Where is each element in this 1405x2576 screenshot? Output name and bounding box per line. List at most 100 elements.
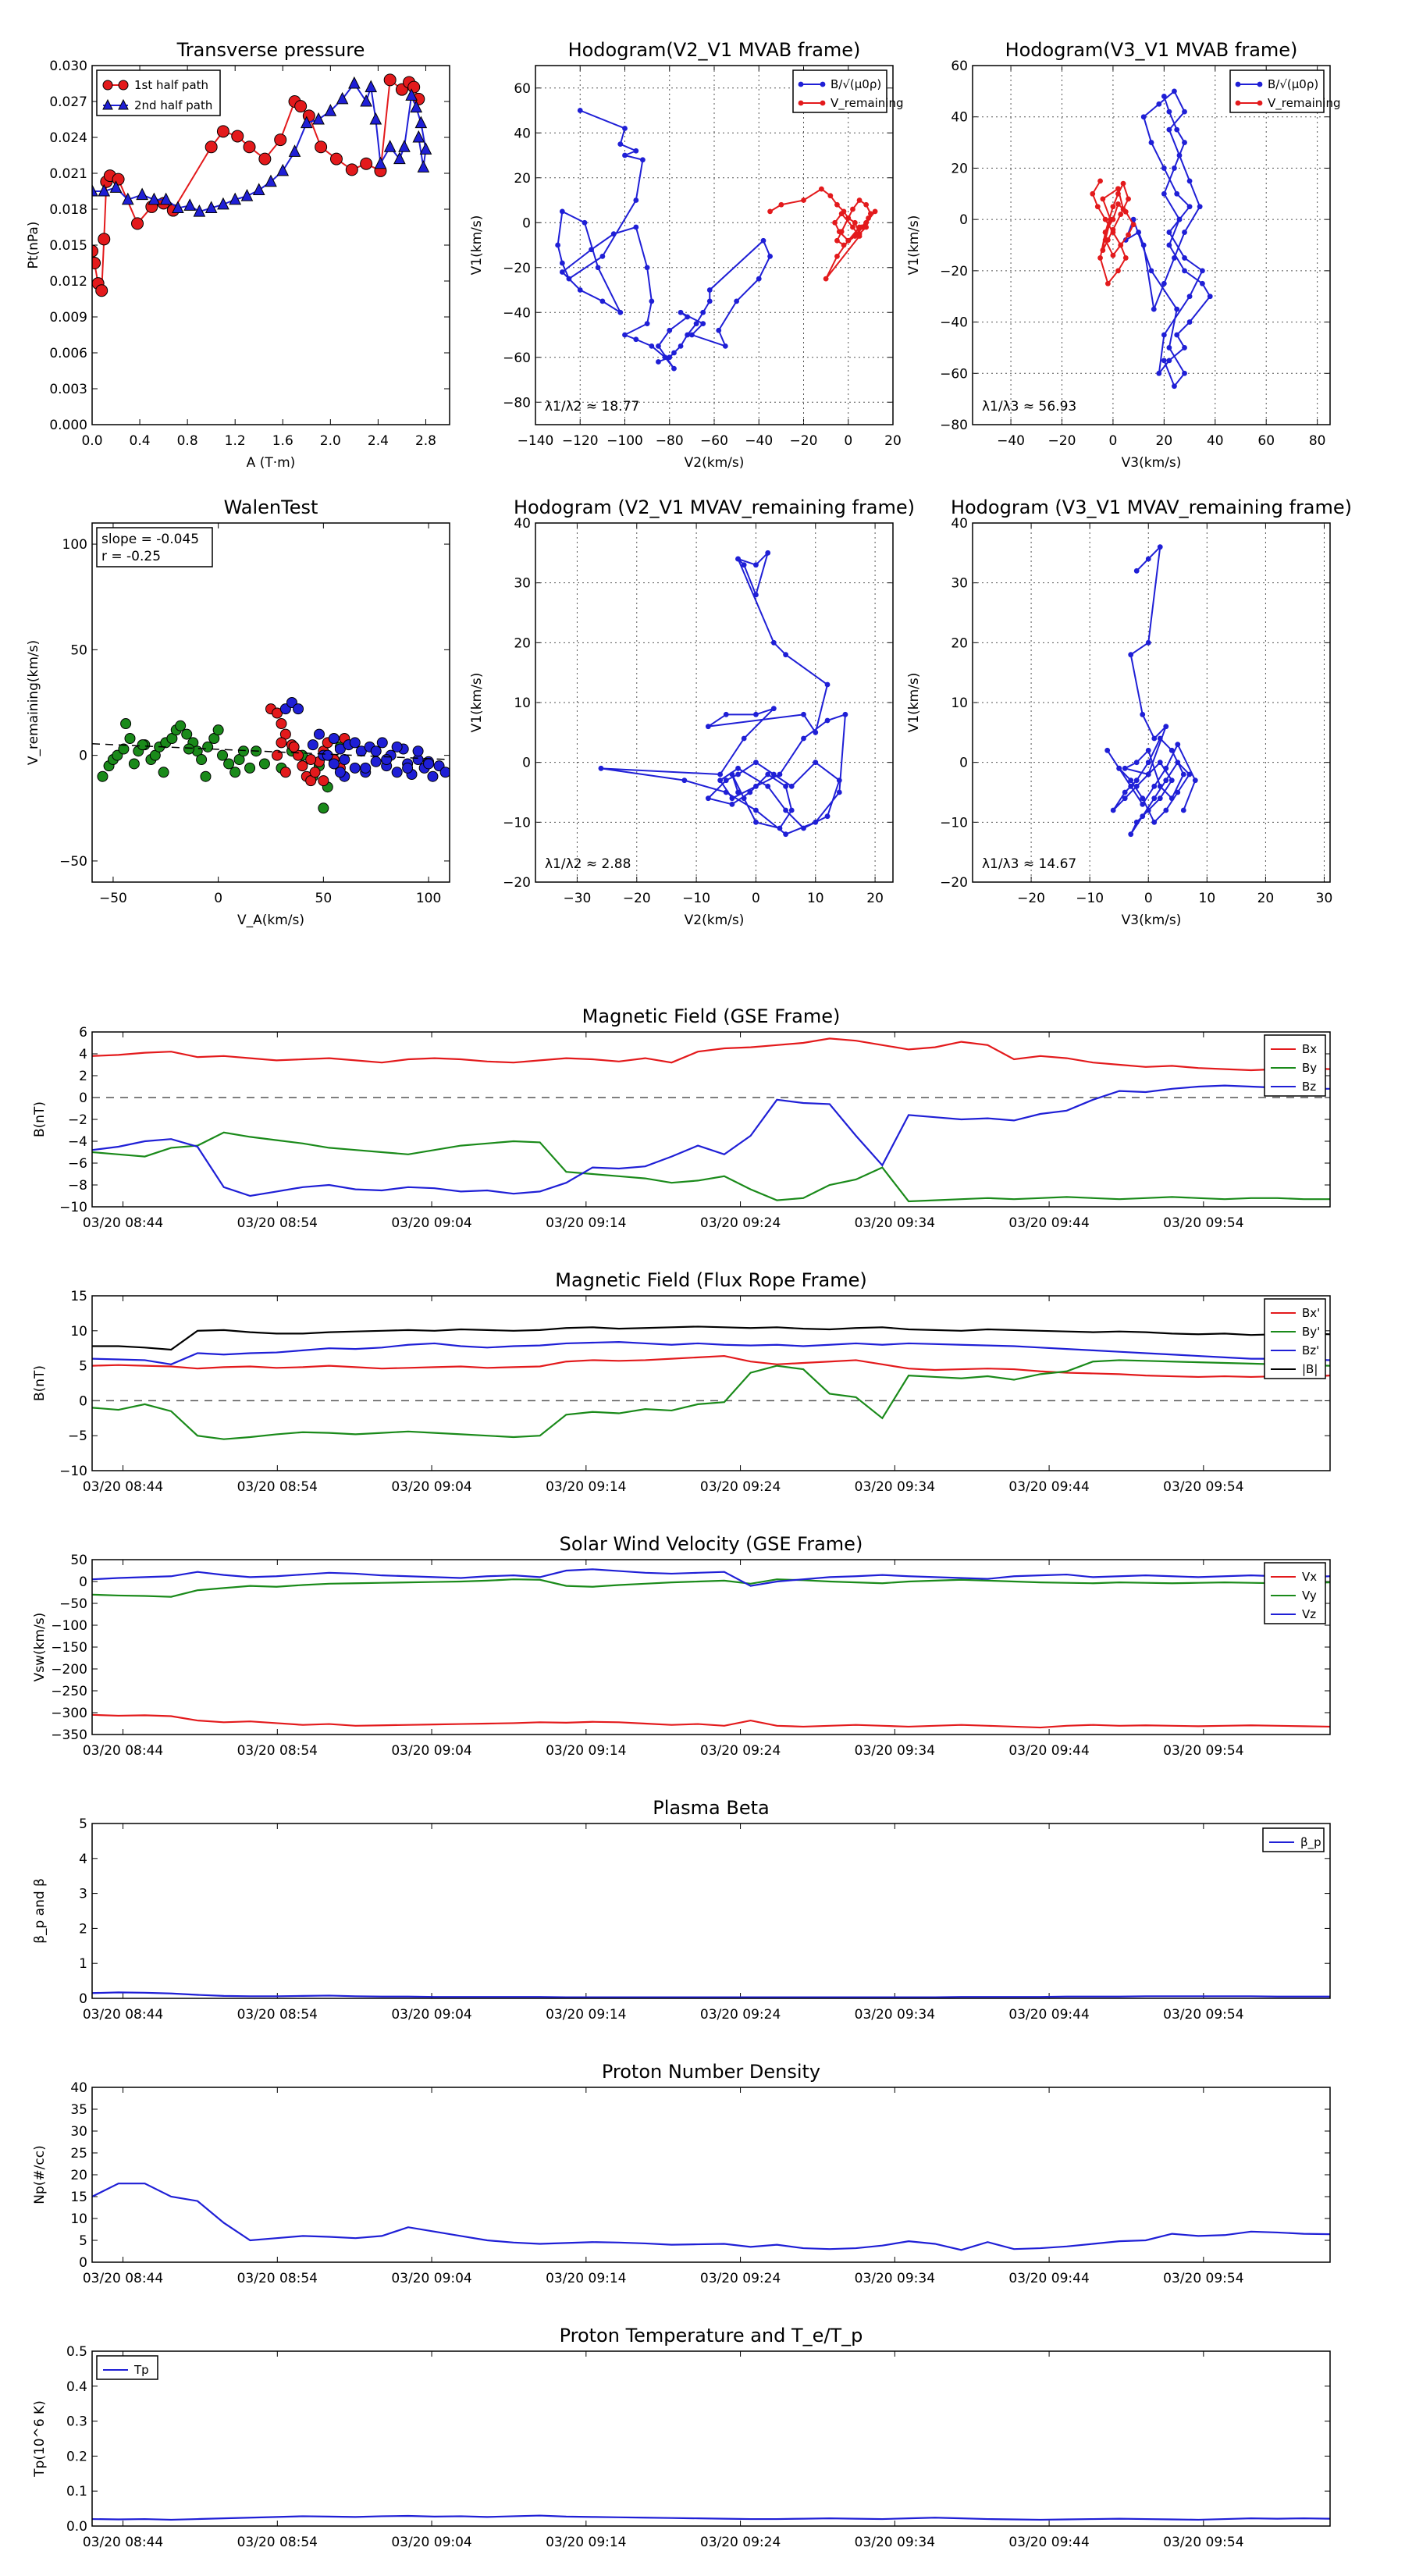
y-tick-label: 5 <box>79 1816 87 1832</box>
y-tick-label: 0 <box>79 749 87 764</box>
legend-label: Vx <box>1302 1570 1317 1584</box>
x-tick-label: −40 <box>745 433 773 449</box>
point-h3-0-49 <box>777 825 783 831</box>
point-h3-0-15 <box>741 735 747 742</box>
x-axis-label: V2(km/s) <box>685 913 745 928</box>
point-pt-0-8 <box>131 217 144 230</box>
y-tick-label: 40 <box>951 516 968 532</box>
point-h4-0-27 <box>1145 807 1151 813</box>
y-tick-label: −50 <box>59 1596 87 1612</box>
x-tick-label: 03/20 09:04 <box>391 1479 471 1495</box>
y-tick-label: −20 <box>503 875 531 891</box>
plot-area <box>92 73 432 297</box>
point-h2-0-11 <box>1186 319 1193 325</box>
point-h1-1-27 <box>832 219 838 226</box>
y-tick-label: −80 <box>503 395 531 411</box>
plot-area <box>92 1991 1330 1998</box>
y-tick-label: 0.018 <box>49 202 87 218</box>
point-h2-1-11 <box>1110 204 1116 210</box>
point-h4-0-38 <box>1140 795 1146 802</box>
x-tick-label: 0 <box>752 891 760 906</box>
y-tick-label: 4 <box>79 1047 87 1062</box>
y-tick-label: 1 <box>79 1956 87 1972</box>
point-h1-0-36 <box>716 327 722 333</box>
x-tick-label: −20 <box>1048 433 1076 449</box>
point-walen-0-31 <box>158 767 169 778</box>
point-walen-0-22 <box>212 724 224 736</box>
point-walen-0-19 <box>196 754 208 766</box>
point-pt-0-26 <box>383 73 397 87</box>
x-tick-label: −20 <box>1017 891 1045 906</box>
point-h4-0-17 <box>1145 760 1151 766</box>
point-pt-0-7 <box>112 173 125 186</box>
point-h4-0-42 <box>1116 765 1122 771</box>
point-pt-1-2 <box>109 180 123 193</box>
point-walen-0-5 <box>124 733 136 744</box>
point-h3-0-2 <box>765 550 771 556</box>
chart-title: Hodogram(V3_V1 MVAB frame) <box>1005 39 1298 61</box>
x-tick-label: 03/20 09:14 <box>546 1743 626 1759</box>
point-h4-0-16 <box>1157 735 1163 742</box>
x-tick-label: 10 <box>1199 891 1216 906</box>
y-tick-label: 30 <box>951 576 968 592</box>
x-tick-label: 80 <box>1309 433 1326 449</box>
point-walen-0-20 <box>202 741 214 753</box>
point-walen-1-20 <box>272 749 283 761</box>
y-tick-label: 15 <box>70 2190 87 2205</box>
series-line-Vz <box>92 1568 1330 1587</box>
legend-box <box>96 2355 158 2380</box>
point-h1-0-22 <box>649 298 655 304</box>
point-h1-1-21 <box>866 215 871 221</box>
point-h1-0-25 <box>633 336 639 343</box>
point-h4-0-13 <box>1168 795 1175 802</box>
x-tick-label: 03/20 09:34 <box>855 1479 935 1495</box>
y-tick-label: −40 <box>940 315 968 331</box>
x-tick-label: 03/20 08:54 <box>237 2007 318 2023</box>
plot-area <box>555 108 878 372</box>
legend-label: V_remaining <box>831 96 904 111</box>
y-tick-label: 100 <box>62 537 87 553</box>
point-walen-0-24 <box>223 758 235 770</box>
point-h4-0-45 <box>1151 783 1158 789</box>
x-tick-label: 03/20 09:44 <box>1008 1479 1089 1495</box>
point-h2-0-25 <box>1148 140 1154 145</box>
annotation-box <box>96 527 213 568</box>
point-walen-1-9 <box>309 767 321 778</box>
x-axis-label: A (T·m) <box>247 455 296 471</box>
point-h2-1-26 <box>1110 252 1116 258</box>
point-h3-0-44 <box>729 801 735 807</box>
x-tick-label: 20 <box>1156 433 1173 449</box>
y-tick-label: 30 <box>70 2124 87 2140</box>
y-tick-label: 2 <box>79 1921 87 1937</box>
point-h1-1-34 <box>856 224 863 230</box>
point-h2-0-20 <box>1166 229 1172 235</box>
x-tick-label: 2.4 <box>368 433 389 449</box>
point-h3-0-25 <box>824 717 831 724</box>
x-axis-label: V3(km/s) <box>1122 913 1182 928</box>
chart-h3: Hodogram (V2_V1 MVAV_remaining frame) −20… <box>469 496 915 928</box>
point-walen-0-29 <box>120 718 132 730</box>
legend-marker <box>798 100 804 106</box>
plot-area <box>92 697 450 814</box>
point-h3-0-13 <box>753 711 759 717</box>
legend-marker <box>102 80 113 91</box>
plot-frame <box>91 1295 1331 1471</box>
x-tick-label: 03/20 09:24 <box>700 2271 781 2286</box>
point-pt-0-19 <box>294 100 308 113</box>
y-tick-label: 0.003 <box>49 382 87 397</box>
point-h2-1-21 <box>1115 201 1121 207</box>
y-tick-label: 40 <box>951 110 968 126</box>
point-h1-0-30 <box>667 327 673 333</box>
point-h3-0-42 <box>723 777 729 784</box>
x-tick-label: 20 <box>866 891 884 906</box>
point-h1-0-7 <box>599 253 606 259</box>
series-line-V <box>600 550 847 835</box>
point-h3-0-39 <box>770 771 777 777</box>
point-walen-1-6 <box>297 760 308 772</box>
legend-box <box>792 69 887 113</box>
point-walen-2-35 <box>412 745 424 757</box>
point-h1-0-14 <box>617 309 624 315</box>
plot-area <box>92 1037 1330 1203</box>
y-tick-label: 20 <box>951 161 968 176</box>
point-h2-0-24 <box>1161 165 1167 171</box>
